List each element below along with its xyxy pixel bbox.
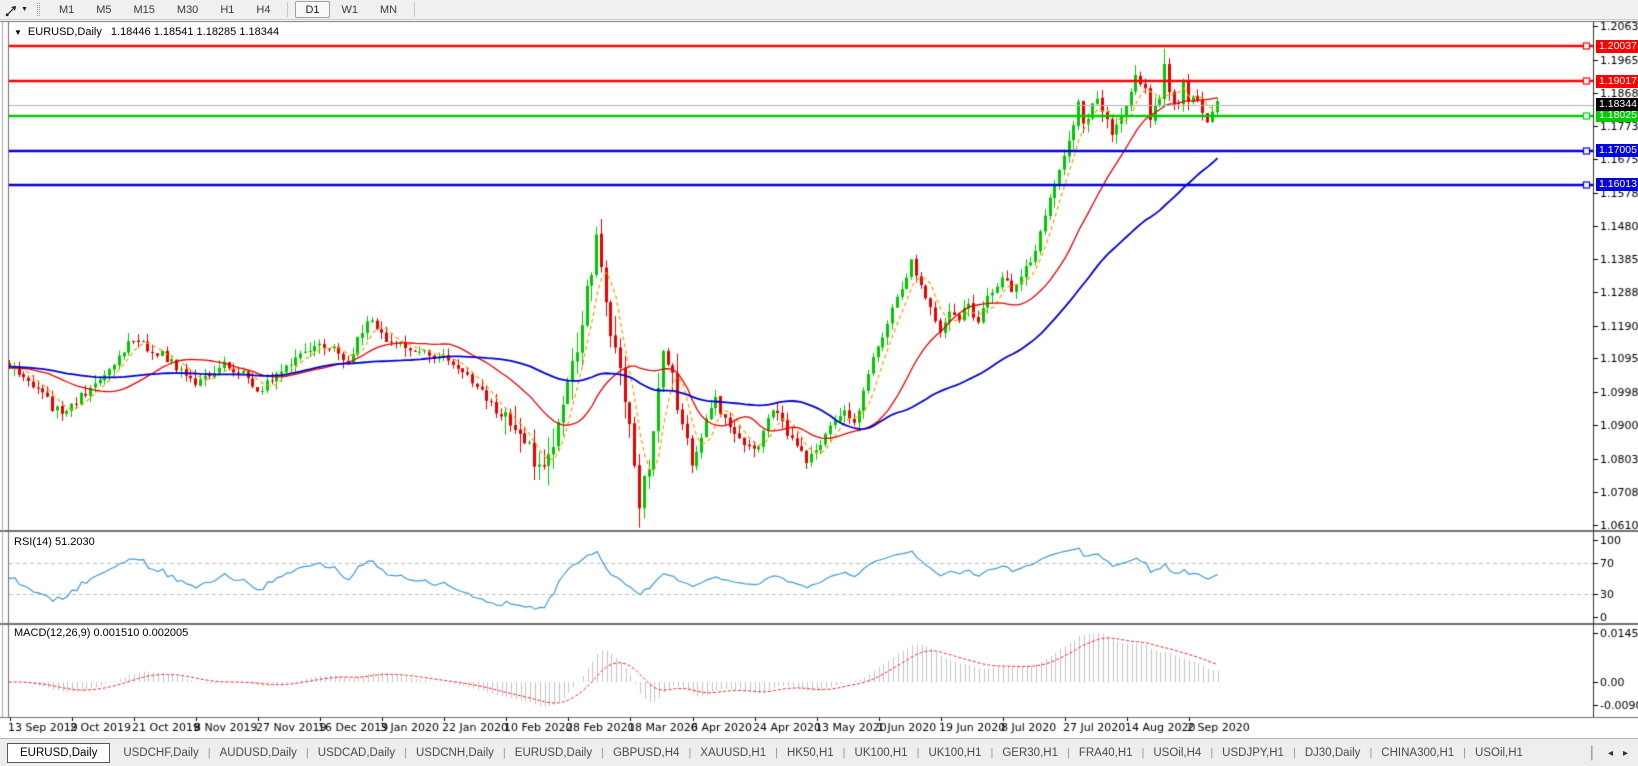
price-chart-canvas[interactable] [0,20,1638,738]
timeframe-button-h1[interactable]: H1 [220,4,235,16]
chart-tab-uk100-h1[interactable]: UK100,H1 [854,746,908,759]
chart-tab-china300-h1[interactable]: CHINA300,H1 [1381,746,1455,759]
current-price-label: 1.18344 [1596,98,1638,112]
tab-separator: | [688,746,692,759]
chart-tab-gbpusd-h4[interactable]: GBPUSD,H4 [612,746,680,759]
chart-tab-xauusd-h1[interactable]: XAUUSD,H1 [700,746,767,759]
cursor-tool-dropdown-icon[interactable]: ▼ [21,6,28,13]
chart-tabs-bar: EURUSD,Daily USDCHF,Daily | AUDUSD,Daily | US… [0,738,1638,766]
chart-tab-usoil-h1[interactable]: USOil,H1 [1475,746,1523,759]
chart-tab-usdjpy-h1[interactable]: USDJPY,H1 [1222,746,1284,759]
timeframe-button-h4[interactable]: H4 [256,4,271,16]
chart-tab-usdchf-daily[interactable]: USDCHF,Daily [123,746,199,759]
toolbar-grip [36,3,40,16]
timeframe-button-m5[interactable]: M5 [96,4,112,16]
hline-price-label[interactable]: 1.16013 [1596,178,1638,192]
tab-separator: | [601,746,604,759]
chart-tab-uk100-h1[interactable]: UK100,H1 [928,746,982,759]
tab-separator: | [1463,746,1467,759]
tab-separator: | [305,746,309,759]
chart-tab-fra40-h1[interactable]: FRA40,H1 [1078,746,1133,759]
timeframe-toolbar: ▼ M1 M5 M15 M30 H1 H4 D1 W1 MN [0,0,1638,20]
tab-separator: | [990,746,994,759]
tabs-scroll-left-icon[interactable]: ◂ [1607,747,1613,759]
tab-separator: | [916,746,920,759]
chart-symbol-period: EURUSD,Daily [27,26,102,38]
chart-tab-ger30-h1[interactable]: GER30,H1 [1002,746,1058,759]
chart-tab-eurusd-daily[interactable]: EURUSD,Daily [7,742,111,763]
chart-title: ▼ EURUSD,Daily 1.18446 1.18541 1.18285 1… [14,26,279,38]
chart-ohlc-values: 1.18446 1.18541 1.18285 1.18344 [110,26,280,38]
timeframe-button-m15[interactable]: M15 [133,4,155,16]
tab-separator: | [207,746,211,759]
macd-indicator-label: MACD(12,26,9) 0.001510 0.002005 [14,627,189,639]
chart-tab-dj30-daily[interactable]: DJ30,Daily [1304,746,1361,759]
tabs-scroll-controls: | ◂ ▸ [1583,739,1633,766]
hline-price-label[interactable]: 1.20037 [1596,39,1638,53]
chart-tab-eurusd-daily[interactable]: EURUSD,Daily [514,746,593,759]
chart-tabs-list: EURUSD,Daily USDCHF,Daily | AUDUSD,Daily | US… [7,742,1531,763]
chart-tab-hk50-h1[interactable]: HK50,H1 [786,746,834,759]
hline-price-label[interactable]: 1.19017 [1596,74,1638,88]
rsi-indicator-label: RSI(14) 51.2030 [14,536,95,548]
toolbar-separator [414,2,416,17]
timeframe-button-m1[interactable]: M1 [58,4,75,16]
timeframe-button-mn[interactable]: MN [380,4,398,16]
chart-tab-usdcnh-daily[interactable]: USDCNH,Daily [415,746,494,759]
tab-separator: | [1369,746,1373,759]
tab-separator: | [1066,746,1070,759]
chart-tab-audusd-daily[interactable]: AUDUSD,Daily [219,746,297,759]
timeframe-buttons-group: M1 M5 M15 M30 H1 H4 D1 W1 MN [48,1,421,18]
chart-tab-usdcad-daily[interactable]: USDCAD,Daily [317,746,396,759]
cursor-tool-icon[interactable] [4,3,20,17]
timeframe-button-m30[interactable]: M30 [176,4,199,16]
tab-separator: | [842,746,846,759]
tabs-scroll-right-icon[interactable]: ▸ [1622,747,1628,759]
hline-price-label[interactable]: 1.18025 [1596,109,1638,123]
tab-separator: | [1292,746,1296,759]
tabs-scroll-separator: | [1589,744,1594,761]
toolbar-separator [287,2,289,17]
tab-separator: | [502,746,506,759]
tab-separator: | [404,746,407,759]
timeframe-button-w1[interactable]: W1 [341,4,359,16]
tab-separator: | [1210,746,1214,759]
tab-separator: | [775,746,778,759]
tab-separator: | [1141,746,1145,759]
symbol-dropdown-icon[interactable]: ▼ [14,27,22,37]
timeframe-button-d1[interactable]: D1 [295,1,330,18]
chart-tab-usoil-h4[interactable]: USOil,H4 [1153,746,1202,759]
hline-price-label[interactable]: 1.17005 [1596,144,1638,158]
chart-window: ▼ EURUSD,Daily 1.18446 1.18541 1.18285 1… [0,20,1638,738]
